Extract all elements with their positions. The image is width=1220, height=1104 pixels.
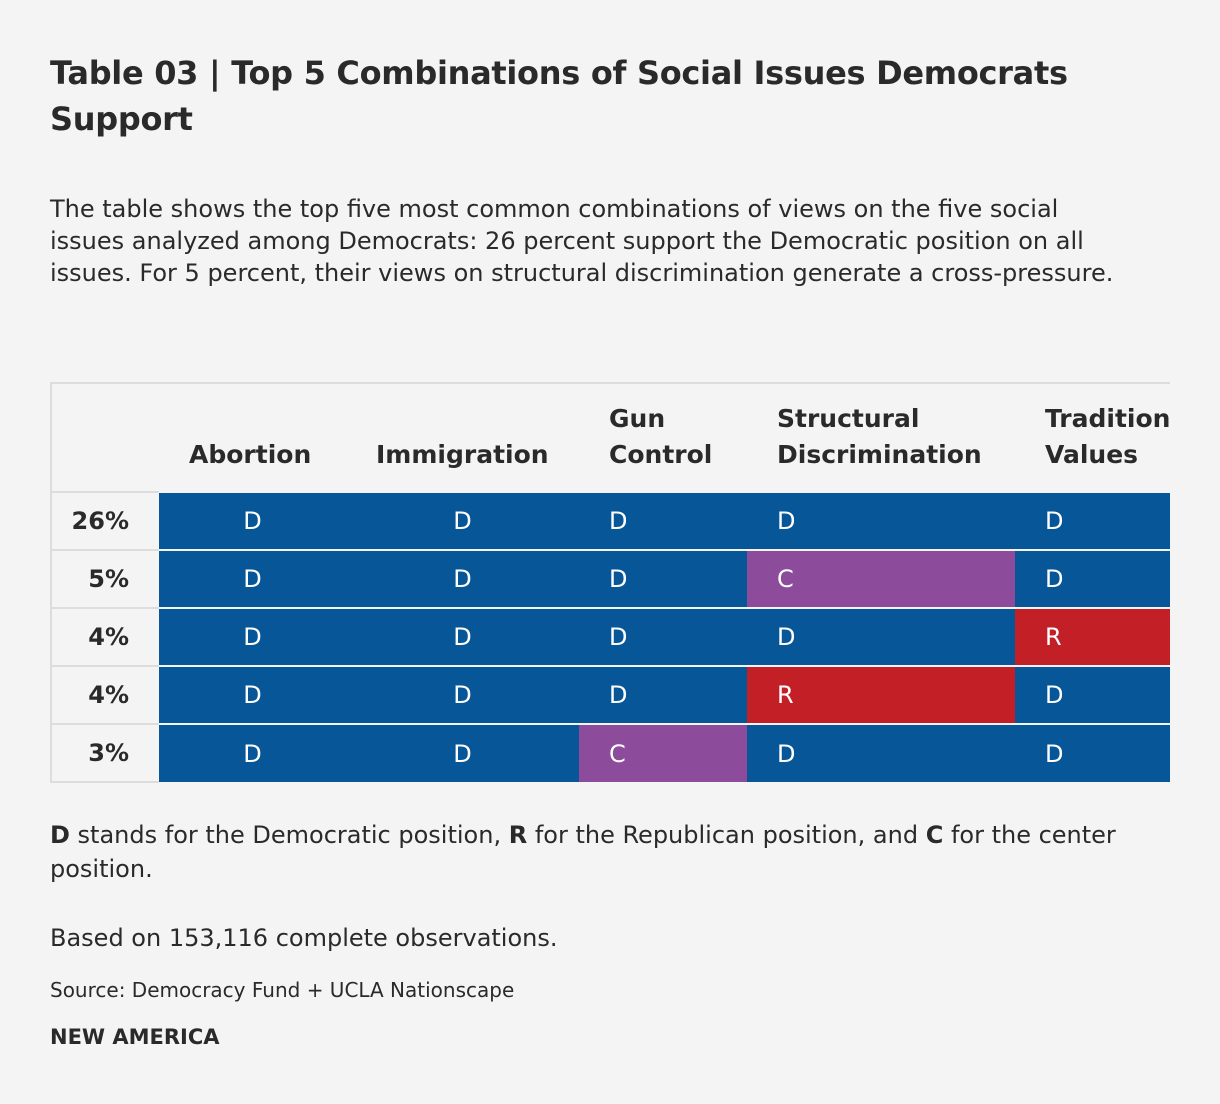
observations-note: Based on 153,116 complete observations. — [50, 924, 558, 952]
corner — [50, 382, 159, 492]
row: 26% D D D D D — [50, 491, 1170, 550]
cell: D — [159, 723, 346, 782]
legend-text: for the Republican position, and — [527, 821, 926, 849]
source: Source: Democracy Fund + UCLA Nationscap… — [50, 978, 515, 1002]
cell: D — [346, 607, 579, 666]
row: 3% D D C D D — [50, 723, 1170, 783]
legend-text: for the center position. — [50, 821, 1116, 883]
cell: D — [747, 607, 1015, 666]
cell: D — [159, 665, 346, 724]
cell: D — [346, 665, 579, 724]
cell: C — [747, 549, 1015, 608]
cell: C — [579, 723, 747, 782]
row: 4% D D D D R — [50, 607, 1170, 666]
table: Abortion Immigration Gun Control Structural… — [50, 382, 1170, 783]
cell: D — [747, 723, 1015, 782]
cell: D — [159, 607, 346, 666]
description: The table shows the top five most common… — [50, 195, 1114, 287]
cell: D — [579, 491, 747, 550]
legend-key: D — [50, 821, 70, 849]
cell: D — [1015, 665, 1170, 724]
column-header: Gun Control — [579, 382, 747, 492]
cell: D — [1015, 549, 1170, 608]
column-header: Immigration — [346, 382, 579, 492]
legend-note: D stands for the Democratic position, R … — [50, 818, 1160, 886]
table-wrap: Abortion Immigration Gun Control Structural… — [50, 382, 1170, 783]
cell: D — [159, 549, 346, 608]
cell: D — [579, 607, 747, 666]
brand: NEW AMERICA — [50, 1025, 220, 1049]
legend-key: R — [508, 821, 528, 849]
row: 4% D D D R D — [50, 665, 1170, 724]
cell: R — [747, 665, 1015, 724]
cell: D — [1015, 491, 1170, 550]
row-label: 4% — [50, 607, 159, 666]
cell: D — [579, 549, 747, 608]
cell: D — [579, 665, 747, 724]
cell: D — [346, 723, 579, 782]
row: 5% D D D C D — [50, 549, 1170, 608]
header-row: Abortion Immigration Gun Control Structural… — [50, 382, 1170, 492]
row-label: 5% — [50, 549, 159, 608]
cell: D — [159, 491, 346, 550]
cell: D — [747, 491, 1015, 550]
column-header: Abortion — [159, 382, 346, 492]
cell: D — [346, 549, 579, 608]
table-body: 26% D D D D D 5% D D D C D 4% D D D D R 4% D D D R D 3% D D C D D — [50, 491, 1170, 783]
cell: D — [1015, 723, 1170, 782]
row-label: 26% — [50, 491, 159, 550]
column-header: Traditional Values — [1015, 382, 1170, 492]
legend-text: stands for the Democratic position, — [69, 821, 509, 849]
title: Table 03 | Top 5 Combinations of Social … — [50, 54, 1068, 138]
row-label: 3% — [50, 723, 159, 783]
column-header: Structural Discrimination — [747, 382, 1015, 492]
cell: R — [1015, 607, 1170, 666]
row-label: 4% — [50, 665, 159, 724]
cell: D — [346, 491, 579, 550]
legend-key: C — [925, 821, 944, 849]
